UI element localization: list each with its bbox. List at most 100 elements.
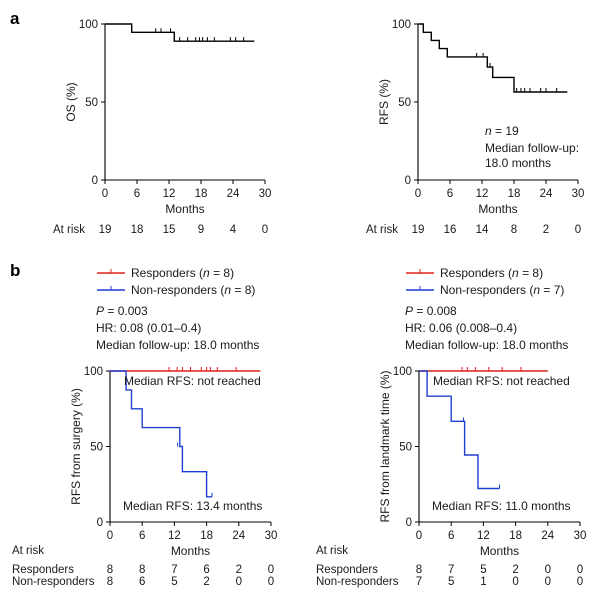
x-tick-label: 0 — [107, 530, 113, 542]
at-risk-label: At risk — [366, 224, 398, 236]
at-risk-value: 0 — [545, 564, 551, 576]
p-value: P = 0.008 — [405, 304, 457, 318]
y-tick-label: 50 — [90, 442, 103, 454]
at-risk-value: 0 — [545, 576, 551, 588]
x-tick-label: 30 — [259, 188, 272, 200]
y-axis-label: RFS from surgery (%) — [69, 388, 83, 505]
x-tick-label: 12 — [477, 530, 490, 542]
x-tick-label: 18 — [200, 530, 213, 542]
panel-letter-a: a — [10, 9, 20, 28]
follow-up-annotation-1: Median follow-up: — [485, 141, 579, 155]
y-axis-label: OS (%) — [64, 82, 78, 121]
median-follow-up: Median follow-up: 18.0 months — [405, 338, 568, 352]
y-tick-label: 0 — [92, 175, 98, 187]
at-risk-value: 7 — [448, 564, 454, 576]
at-risk-row-name: Non-responders — [316, 576, 399, 588]
follow-up-annotation-2: 18.0 months — [485, 156, 551, 170]
at-risk-label: At risk — [53, 224, 85, 236]
at-risk-value: 19 — [412, 224, 425, 236]
at-risk-value: 0 — [236, 576, 242, 588]
median-rfs-non-responders: Median RFS: 13.4 months — [123, 499, 262, 513]
median-rfs-non-responders: Median RFS: 11.0 months — [432, 499, 571, 513]
x-tick-label: 24 — [227, 188, 240, 200]
at-risk-value: 2 — [236, 564, 242, 576]
x-tick-label: 0 — [102, 188, 108, 200]
at-risk-value: 0 — [577, 564, 583, 576]
at-risk-value: 7 — [171, 564, 177, 576]
x-tick-label: 18 — [509, 530, 522, 542]
at-risk-value: 6 — [203, 564, 209, 576]
x-tick-label: 6 — [139, 530, 145, 542]
legend-entry-2: Non-responders (n = 7) — [440, 283, 564, 297]
x-tick-label: 0 — [415, 188, 421, 200]
x-tick-label: 30 — [572, 188, 585, 200]
at-risk-value: 0 — [262, 224, 268, 236]
at-risk-value: 0 — [268, 576, 274, 588]
at-risk-label: At risk — [12, 545, 44, 557]
x-tick-label: 6 — [447, 188, 453, 200]
series-line-2 — [419, 370, 500, 490]
legend-entry-1: Responders (n = 8) — [131, 266, 234, 280]
n-annotation: n = 19 — [485, 124, 519, 138]
hazard-ratio: HR: 0.08 (0.01–0.4) — [96, 321, 201, 335]
x-tick-label: 6 — [134, 188, 140, 200]
y-tick-label: 0 — [97, 517, 103, 529]
at-risk-value: 5 — [171, 576, 177, 588]
y-tick-label: 0 — [406, 517, 412, 529]
x-tick-label: 12 — [163, 188, 176, 200]
median-rfs-responders: Median RFS: not reached — [433, 374, 570, 388]
chart-2: 0 6 12 18 24 30 0 50 100 Months RFS (%) n = 19 Media… — [366, 19, 584, 236]
x-tick-label: 24 — [541, 530, 554, 542]
at-risk-value: 8 — [139, 564, 145, 576]
y-tick-label: 100 — [79, 19, 98, 31]
at-risk-label: At risk — [316, 545, 348, 557]
at-risk-value: 8 — [107, 576, 113, 588]
at-risk-value: 8 — [416, 564, 422, 576]
y-axis-label: RFS (%) — [377, 79, 391, 125]
at-risk-row-name: Responders — [12, 564, 74, 576]
at-risk-value: 9 — [198, 224, 204, 236]
at-risk-row-name: Non-responders — [12, 576, 95, 588]
x-tick-label: 18 — [195, 188, 208, 200]
series-line-1 — [418, 23, 568, 93]
at-risk-value: 5 — [448, 576, 454, 588]
x-tick-label: 30 — [574, 530, 587, 542]
y-tick-label: 100 — [393, 366, 412, 378]
series-line-1 — [105, 23, 255, 42]
y-tick-label: 50 — [85, 97, 98, 109]
at-risk-value: 14 — [476, 224, 489, 236]
y-axis-label: RFS from landmark time (%) — [378, 370, 392, 522]
y-tick-label: 50 — [398, 97, 411, 109]
series-line-2 — [110, 370, 212, 498]
at-risk-value: 7 — [416, 576, 422, 588]
median-follow-up: Median follow-up: 18.0 months — [96, 338, 259, 352]
at-risk-value: 8 — [511, 224, 517, 236]
median-rfs-responders: Median RFS: not reached — [124, 374, 261, 388]
at-risk-value: 5 — [480, 564, 486, 576]
at-risk-value: 0 — [268, 564, 274, 576]
at-risk-value: 18 — [131, 224, 144, 236]
x-tick-label: 18 — [508, 188, 521, 200]
x-tick-label: 24 — [540, 188, 553, 200]
x-tick-label: 12 — [476, 188, 489, 200]
at-risk-value: 0 — [512, 576, 518, 588]
at-risk-value: 0 — [575, 224, 581, 236]
at-risk-value: 1 — [480, 576, 486, 588]
y-tick-label: 100 — [392, 19, 411, 31]
x-tick-label: 30 — [265, 530, 278, 542]
hazard-ratio: HR: 0.06 (0.008–0.4) — [405, 321, 517, 335]
x-axis-label: Months — [165, 202, 204, 216]
y-tick-label: 50 — [399, 442, 412, 454]
legend-entry-1: Responders (n = 8) — [440, 266, 543, 280]
legend-entry-2: Non-responders (n = 8) — [131, 283, 255, 297]
y-tick-label: 0 — [405, 175, 411, 187]
y-tick-label: 100 — [84, 366, 103, 378]
at-risk-value: 2 — [203, 576, 209, 588]
x-tick-label: 6 — [448, 530, 454, 542]
at-risk-row-name: Responders — [316, 564, 378, 576]
x-axis-label: Months — [171, 544, 210, 558]
at-risk-value: 19 — [99, 224, 112, 236]
